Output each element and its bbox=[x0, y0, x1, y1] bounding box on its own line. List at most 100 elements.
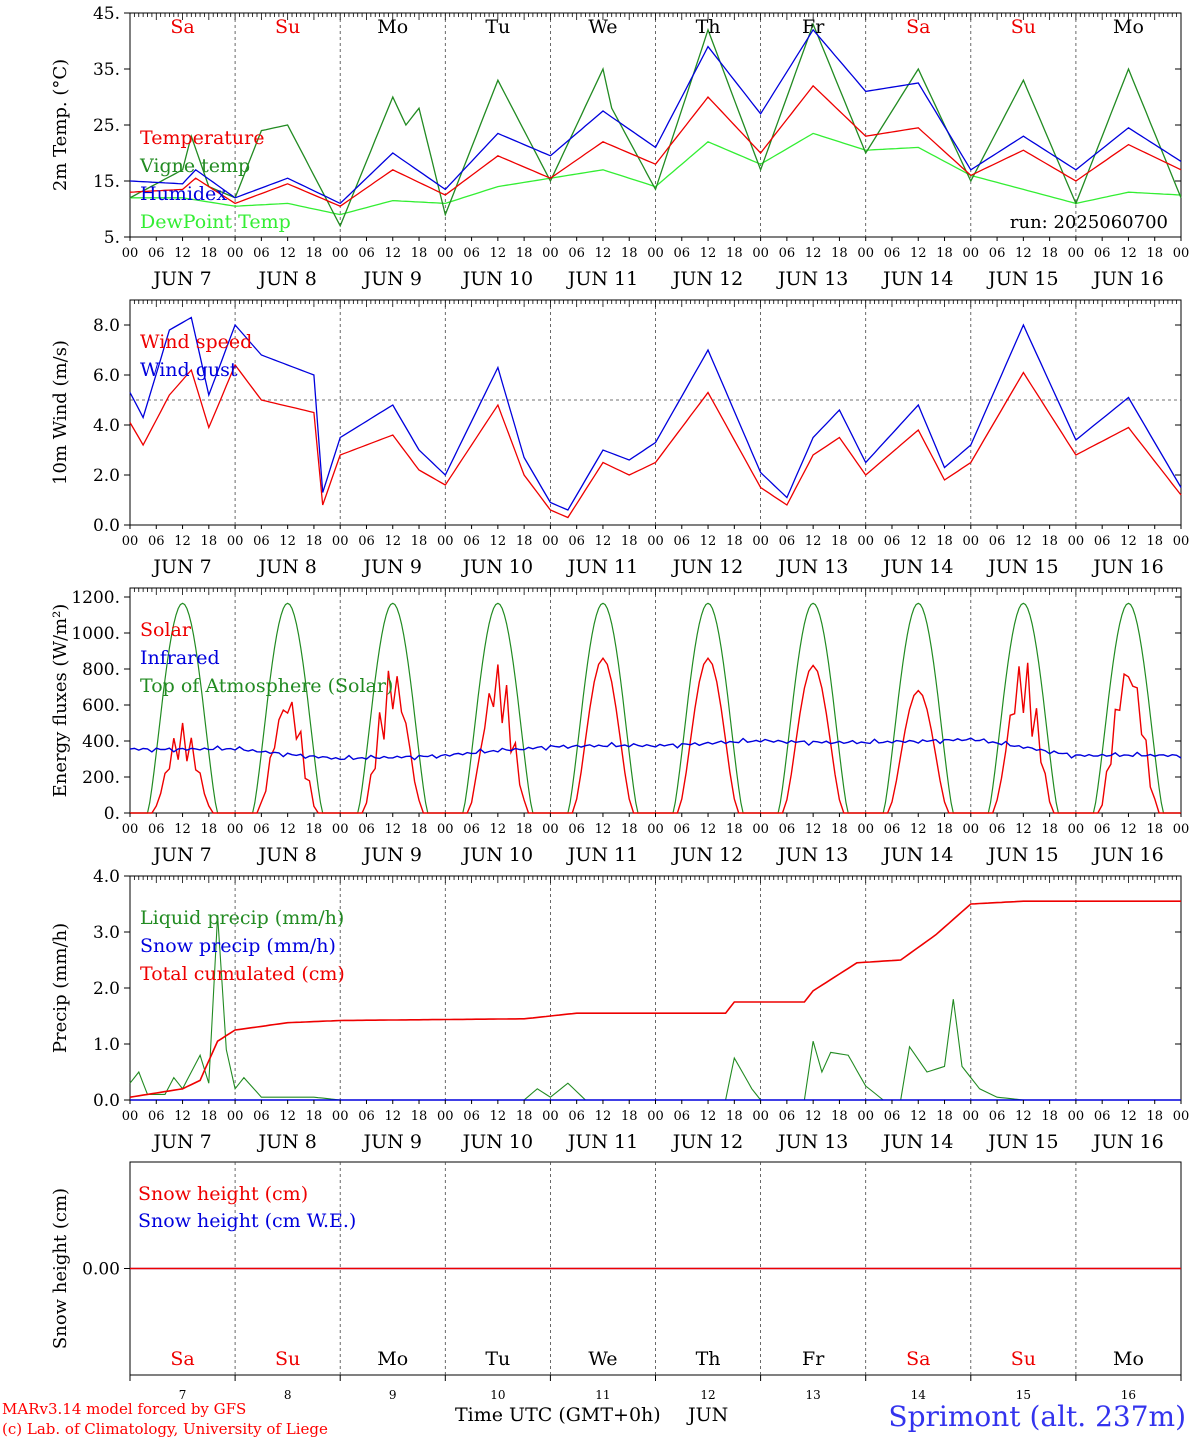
hour-label: 12 bbox=[1015, 1109, 1032, 1124]
date-label-2-4: JUN 11 bbox=[566, 844, 638, 866]
date-label-0-1: JUN 8 bbox=[256, 268, 316, 290]
hour-label: 06 bbox=[358, 822, 375, 837]
y-tick-label: 1.0 bbox=[93, 1035, 120, 1055]
hour-label: 06 bbox=[884, 534, 901, 549]
day-number-1: 8 bbox=[284, 1388, 292, 1402]
date-label-0-2: JUN 9 bbox=[362, 268, 422, 290]
hour-label: 12 bbox=[1015, 822, 1032, 837]
hour-label: 06 bbox=[358, 534, 375, 549]
hour-label: 00 bbox=[1068, 534, 1085, 549]
hour-label: 00 bbox=[437, 1109, 454, 1124]
day-name-0-5: Th bbox=[696, 16, 721, 38]
hour-label: 18 bbox=[201, 246, 218, 261]
hour-label: 06 bbox=[779, 534, 796, 549]
date-label-0-5: JUN 12 bbox=[671, 268, 743, 290]
date-label-1-0: JUN 7 bbox=[151, 556, 211, 578]
hour-label: 00 bbox=[332, 1109, 349, 1124]
y-tick-label: 4.0 bbox=[93, 867, 120, 887]
day-name-4-7: Sa bbox=[906, 1348, 930, 1370]
hour-label: 00 bbox=[122, 534, 139, 549]
y-axis-title-4: Snow height (cm) bbox=[50, 1188, 71, 1349]
hour-label: 12 bbox=[1120, 534, 1137, 549]
hour-label: 06 bbox=[989, 1109, 1006, 1124]
hour-label: 00 bbox=[857, 534, 874, 549]
hour-label: 12 bbox=[805, 246, 822, 261]
y-tick-label: 0.0 bbox=[93, 1091, 120, 1111]
day-number-7: 14 bbox=[911, 1388, 927, 1402]
date-label-1-2: JUN 9 bbox=[362, 556, 422, 578]
y-tick-label: 0.0 bbox=[93, 516, 120, 536]
panel-2 bbox=[129, 587, 1182, 814]
hour-label: 06 bbox=[568, 822, 585, 837]
hour-label: 12 bbox=[595, 822, 612, 837]
hour-label: 18 bbox=[936, 246, 953, 261]
date-label-0-0: JUN 7 bbox=[151, 268, 211, 290]
date-label-2-6: JUN 13 bbox=[776, 844, 848, 866]
hour-label: 12 bbox=[1120, 822, 1137, 837]
legend-3-1: Snow precip (mm/h) bbox=[140, 935, 336, 957]
legend-0-1: Vigne temp bbox=[139, 155, 250, 177]
date-label-0-7: JUN 14 bbox=[881, 268, 953, 290]
hour-label: 00 bbox=[332, 246, 349, 261]
y-tick-label: 6.0 bbox=[93, 366, 120, 386]
y-tick-label: 35. bbox=[93, 60, 120, 80]
hour-label: 18 bbox=[621, 822, 638, 837]
day-name-0-9: Mo bbox=[1113, 16, 1144, 38]
hour-label: 00 bbox=[542, 534, 559, 549]
hour-label: 18 bbox=[306, 822, 323, 837]
hour-label: 12 bbox=[1120, 1109, 1137, 1124]
hour-label: 18 bbox=[831, 822, 848, 837]
hour-label: 18 bbox=[936, 822, 953, 837]
hour-label: 12 bbox=[279, 1109, 296, 1124]
hour-label: 12 bbox=[384, 822, 401, 837]
hour-label: 00 bbox=[647, 534, 664, 549]
date-label-1-1: JUN 8 bbox=[256, 556, 316, 578]
hour-label: 18 bbox=[621, 534, 638, 549]
date-label-0-8: JUN 15 bbox=[986, 268, 1058, 290]
hour-label: 12 bbox=[174, 1109, 191, 1124]
y-tick-label: 400. bbox=[82, 732, 120, 752]
hour-label: 12 bbox=[700, 822, 717, 837]
model-credit: MARv3.14 model forced by GFS bbox=[2, 1400, 247, 1418]
hour-label: 18 bbox=[1146, 1109, 1163, 1124]
hour-label: 06 bbox=[568, 534, 585, 549]
date-label-0-3: JUN 10 bbox=[461, 268, 533, 290]
hour-label: 06 bbox=[253, 1109, 270, 1124]
hour-label: 18 bbox=[306, 1109, 323, 1124]
legend-0-3: DewPoint Temp bbox=[140, 211, 291, 233]
date-label-0-4: JUN 11 bbox=[566, 268, 638, 290]
day-name-4-6: Fr bbox=[802, 1348, 825, 1370]
hour-label: 12 bbox=[384, 1109, 401, 1124]
hour-label: 18 bbox=[726, 246, 743, 261]
hour-label: 06 bbox=[1094, 246, 1111, 261]
hour-label: 06 bbox=[463, 534, 480, 549]
hour-label: 06 bbox=[674, 534, 691, 549]
day-name-0-2: Mo bbox=[377, 16, 408, 38]
hour-label: 06 bbox=[884, 822, 901, 837]
panel-frame bbox=[129, 299, 1182, 526]
hour-label: 18 bbox=[306, 534, 323, 549]
hour-label: 00 bbox=[647, 822, 664, 837]
hour-label: 00 bbox=[963, 822, 980, 837]
hour-label: 06 bbox=[463, 1109, 480, 1124]
hour-label: 06 bbox=[674, 246, 691, 261]
hour-label: 06 bbox=[674, 822, 691, 837]
y-tick-label: 8.0 bbox=[93, 316, 120, 336]
y-axis-title-0: 2m Temp. (°C) bbox=[50, 59, 71, 191]
hour-label: 00 bbox=[437, 534, 454, 549]
day-name-4-9: Mo bbox=[1113, 1348, 1144, 1370]
hour-label: 00 bbox=[122, 246, 139, 261]
date-label-3-5: JUN 12 bbox=[671, 1131, 743, 1153]
hour-label: 00 bbox=[542, 822, 559, 837]
y-tick-label: 25. bbox=[93, 116, 120, 136]
hour-label: 00 bbox=[437, 246, 454, 261]
hour-label: 06 bbox=[568, 246, 585, 261]
y-tick-label: 0. bbox=[104, 804, 120, 824]
hour-label: 06 bbox=[884, 1109, 901, 1124]
hour-label: 12 bbox=[700, 534, 717, 549]
hour-label: 12 bbox=[910, 534, 927, 549]
hour-label: 06 bbox=[358, 1109, 375, 1124]
day-name-0-1: Su bbox=[275, 16, 300, 38]
hour-label: 00 bbox=[857, 246, 874, 261]
hour-label: 00 bbox=[227, 1109, 244, 1124]
